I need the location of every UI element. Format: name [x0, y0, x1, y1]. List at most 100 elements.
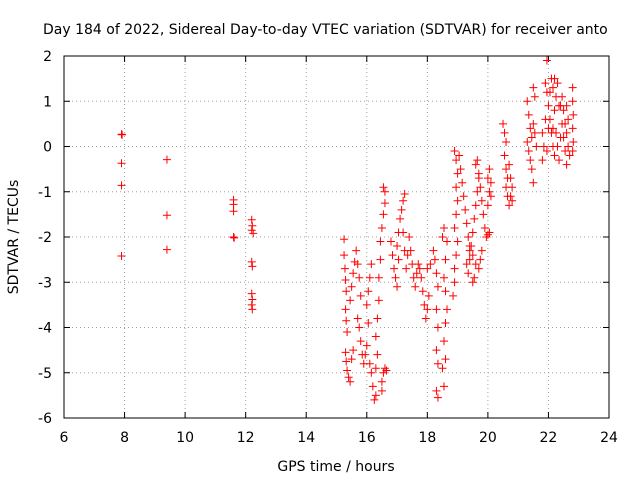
- data-point: [414, 260, 423, 269]
- data-point: [471, 160, 480, 169]
- data-point: [353, 260, 362, 269]
- y-tick-labels: 2 1 0 -1 -2 -3 -4 -5 -6: [38, 49, 52, 427]
- data-point: [433, 323, 442, 332]
- data-point: [569, 137, 578, 146]
- x-tick-label: 24: [600, 430, 618, 446]
- data-point: [453, 196, 462, 205]
- data-point: [439, 382, 448, 391]
- data-point: [464, 269, 473, 278]
- data-point: [347, 355, 356, 364]
- data-point: [555, 101, 564, 110]
- data-point: [355, 323, 364, 332]
- data-point: [421, 314, 430, 323]
- data-point: [247, 226, 256, 235]
- data-point: [229, 200, 238, 209]
- data-point: [468, 228, 477, 237]
- data-point: [559, 106, 568, 115]
- x-axis-title: GPS time / hours: [277, 459, 394, 475]
- chart-title: Day 184 of 2022, Sidereal Day-to-day VTE…: [43, 22, 608, 38]
- data-point: [117, 181, 126, 190]
- data-point: [529, 83, 538, 92]
- data-point: [352, 246, 361, 255]
- data-point: [462, 260, 471, 269]
- data-point: [248, 262, 257, 271]
- x-tick-label: 8: [120, 430, 129, 446]
- x-tick-label: 14: [297, 430, 315, 446]
- data-point: [346, 377, 355, 386]
- data-point: [364, 287, 373, 296]
- data-point: [450, 264, 459, 273]
- data-point: [544, 124, 553, 133]
- data-point: [433, 393, 442, 402]
- data-point: [229, 207, 238, 216]
- data-point: [456, 165, 465, 174]
- data-point: [550, 74, 559, 83]
- data-point: [371, 391, 380, 400]
- data-point: [438, 364, 447, 373]
- data-point: [470, 214, 479, 223]
- data-point: [506, 174, 515, 183]
- data-point: [527, 133, 536, 142]
- data-point: [502, 165, 511, 174]
- data-point: [374, 273, 383, 282]
- data-point: [552, 128, 561, 137]
- data-point: [524, 147, 533, 156]
- data-point: [508, 196, 517, 205]
- data-point: [506, 192, 515, 201]
- data-point: [452, 251, 461, 260]
- data-point: [248, 221, 257, 230]
- data-point: [477, 196, 486, 205]
- data-point: [568, 83, 577, 92]
- data-point: [468, 251, 477, 260]
- data-point: [523, 137, 532, 146]
- data-point: [439, 273, 448, 282]
- data-point: [249, 229, 258, 238]
- data-point: [471, 260, 480, 269]
- data-point: [429, 246, 438, 255]
- data-point: [530, 92, 539, 101]
- data-point: [365, 359, 374, 368]
- data-point: [485, 187, 494, 196]
- data-point: [374, 296, 383, 305]
- data-point: [441, 355, 450, 364]
- data-point: [529, 119, 538, 128]
- data-point: [376, 255, 385, 264]
- data-point: [539, 142, 548, 151]
- data-point: [340, 235, 349, 244]
- data-point: [558, 92, 567, 101]
- data-point: [529, 178, 538, 187]
- x-tick-label: 22: [540, 430, 558, 446]
- data-point: [340, 264, 349, 273]
- data-point: [373, 314, 382, 323]
- data-point: [230, 233, 239, 242]
- x-tick-label: 18: [418, 430, 436, 446]
- data-point: [532, 142, 541, 151]
- data-point: [382, 366, 391, 375]
- data-point: [426, 260, 435, 269]
- data-point: [524, 110, 533, 119]
- data-point: [365, 273, 374, 282]
- data-point: [396, 214, 405, 223]
- data-point: [355, 273, 364, 282]
- data-point: [349, 269, 358, 278]
- data-point: [508, 183, 517, 192]
- y-tick-label: 1: [43, 94, 52, 110]
- data-point: [248, 295, 257, 304]
- data-point: [553, 142, 562, 151]
- data-point: [542, 56, 551, 65]
- data-point: [485, 165, 494, 174]
- x-tick-label: 6: [60, 430, 69, 446]
- data-point: [453, 237, 462, 246]
- data-point: [450, 147, 459, 156]
- data-point: [353, 314, 362, 323]
- data-point: [474, 169, 483, 178]
- data-point: [117, 159, 126, 168]
- data-point: [550, 106, 559, 115]
- data-point: [486, 192, 495, 201]
- data-point: [561, 119, 570, 128]
- data-point: [439, 337, 448, 346]
- data-point: [541, 79, 550, 88]
- data-point: [452, 183, 461, 192]
- x-tick-label: 20: [479, 430, 497, 446]
- y-tick-label: -6: [38, 411, 52, 427]
